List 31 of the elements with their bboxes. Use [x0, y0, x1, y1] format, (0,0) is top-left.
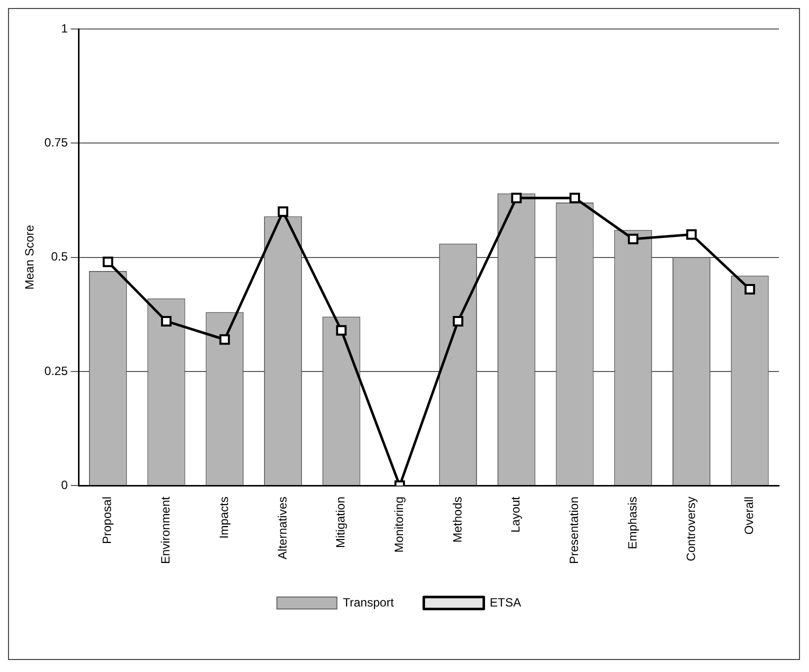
x-tick-label: Controversy: [684, 496, 698, 562]
point: [219, 334, 230, 345]
y-tick-label: 1: [61, 21, 68, 36]
point: [278, 206, 288, 217]
point: [686, 229, 697, 240]
x-tick-label: Emphasis: [625, 496, 640, 550]
y-tick-label: 0.75: [44, 135, 68, 150]
x-tick-label: Methods: [450, 496, 464, 543]
legend-label: ETSA: [490, 595, 522, 610]
point: [628, 234, 638, 244]
point: [452, 316, 464, 326]
point: [511, 192, 522, 204]
x-tick-label: Mitigation: [334, 496, 348, 548]
x-tick-label: Environment: [158, 496, 173, 564]
point: [102, 256, 114, 268]
x-tick-label: Presentation: [567, 496, 582, 564]
point: [161, 316, 172, 326]
x-tick-label: Monitoring: [392, 496, 406, 553]
point: [744, 284, 756, 295]
x-tick-label: Layout: [508, 496, 523, 533]
x-tick-label: Impacts: [216, 496, 231, 539]
x-tick-label: Alternatives: [275, 496, 290, 560]
y-axis-title: Mean Score: [22, 224, 37, 290]
y-tick-label: 0.25: [44, 364, 68, 378]
y-tick-label: 0.5: [51, 250, 68, 264]
point: [336, 325, 347, 336]
x-tick-label: Proposal: [100, 496, 114, 544]
legend-label: Transport: [342, 595, 394, 610]
point: [570, 192, 580, 204]
y-tick-label: 0: [61, 478, 68, 492]
x-tick-label: Overall: [742, 496, 756, 535]
